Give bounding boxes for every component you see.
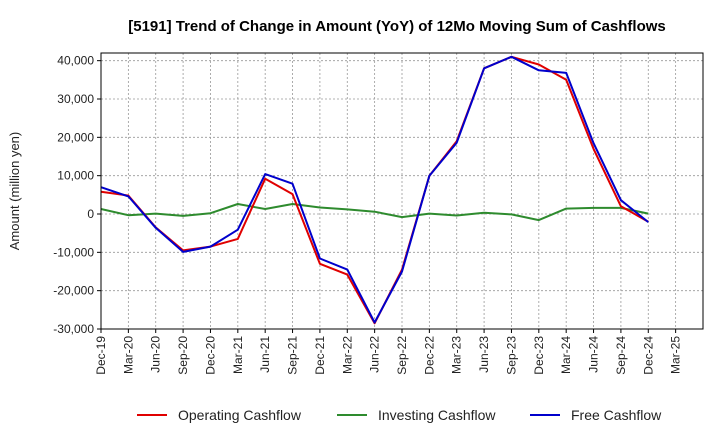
y-tick-label: -10,000	[53, 245, 94, 259]
y-tick-label: 0	[87, 207, 94, 221]
x-tick-label: Jun-24	[587, 336, 601, 373]
legend: Operating Cashflow Investing Cashflow Free…	[137, 407, 662, 423]
x-tick-label: Dec-24	[641, 336, 655, 375]
x-tick-label: Sep-23	[504, 336, 518, 375]
x-tick-label: Sep-24	[614, 336, 628, 375]
series-lines	[100, 55, 649, 325]
chart-title: [5191] Trend of Change in Amount (YoY) o…	[128, 18, 666, 35]
series-line-free-cashflow	[100, 55, 649, 324]
x-tick-label: Jun-23	[477, 336, 491, 373]
x-tick-label: Sep-21	[286, 336, 300, 375]
y-tick-label: 30,000	[57, 92, 94, 106]
x-tick-label: Mar-25	[669, 336, 683, 374]
x-tick-label: Dec-21	[313, 336, 327, 375]
x-tick-label: Sep-22	[395, 336, 409, 375]
y-axis-ticks: -30,000 -20,000 -10,000 0 10,000 20,000 30,000…	[53, 54, 101, 336]
x-tick-label: Mar-21	[231, 336, 245, 374]
y-tick-label: -30,000	[53, 322, 94, 336]
x-axis-ticks: Dec-19 Mar-20 Jun-20 Sep-20 Dec-20 Mar-21 Jun-…	[94, 329, 683, 375]
x-tick-label: Jun-22	[368, 336, 382, 373]
legend-label: Investing Cashflow	[378, 407, 496, 423]
x-tick-label: Mar-24	[559, 336, 573, 374]
x-tick-label: Jun-20	[149, 336, 163, 373]
y-tick-label: 40,000	[57, 54, 94, 68]
x-tick-label: Dec-22	[422, 336, 436, 375]
x-tick-label: Dec-19	[94, 336, 108, 375]
x-tick-label: Dec-20	[203, 336, 217, 375]
y-axis-label: Amount (million yen)	[7, 132, 22, 251]
y-tick-label: -20,000	[53, 284, 94, 298]
y-tick-label: 10,000	[57, 169, 94, 183]
x-tick-label: Dec-23	[532, 336, 546, 375]
x-tick-label: Mar-20	[121, 336, 135, 374]
x-tick-label: Sep-20	[176, 336, 190, 375]
y-tick-label: 20,000	[57, 130, 94, 144]
x-tick-label: Mar-23	[450, 336, 464, 374]
legend-label: Free Cashflow	[571, 407, 662, 423]
legend-label: Operating Cashflow	[178, 407, 302, 423]
series-line-investing-cashflow	[100, 203, 649, 222]
x-tick-label: Mar-22	[340, 336, 354, 374]
x-tick-label: Jun-21	[258, 336, 272, 373]
